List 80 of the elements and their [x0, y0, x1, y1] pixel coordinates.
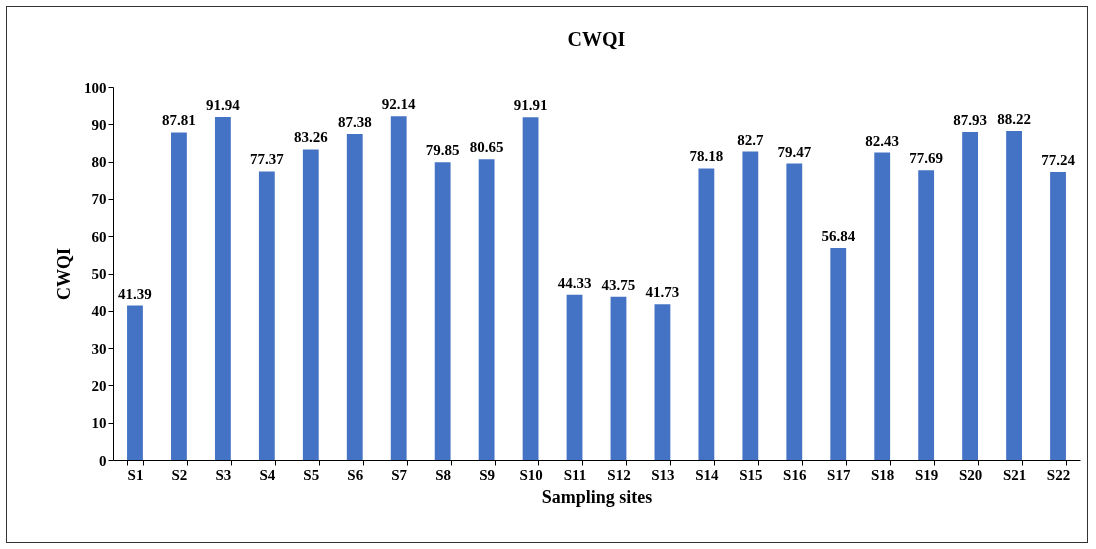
- bar: [962, 132, 979, 460]
- y-tick-label: 80: [91, 154, 107, 171]
- bar: [522, 117, 539, 460]
- data-label: 87.38: [337, 114, 372, 131]
- bar: [654, 304, 671, 460]
- y-tick-label: 10: [91, 415, 107, 432]
- bar: [742, 151, 759, 460]
- bar: [610, 296, 627, 460]
- data-label: 79.47: [777, 143, 812, 160]
- data-label: 41.73: [645, 284, 680, 301]
- data-label: 92.14: [381, 96, 417, 113]
- x-tick-label: S22: [1046, 466, 1071, 483]
- data-label: 83.26: [293, 129, 329, 146]
- data-label: 77.69: [909, 150, 944, 167]
- data-label: 88.22: [997, 110, 1031, 127]
- data-label: 80.65: [469, 139, 504, 156]
- y-tick-label: 0: [99, 452, 107, 469]
- data-label: 82.7: [737, 131, 764, 148]
- x-tick-label: S16: [783, 466, 807, 483]
- chart-title: CWQI: [567, 28, 626, 50]
- bar: [1006, 130, 1022, 460]
- x-tick-label: S7: [391, 466, 408, 483]
- data-label: 77.24: [1041, 151, 1076, 168]
- data-label: 91.94: [206, 97, 241, 114]
- bar: [302, 149, 319, 460]
- x-axis-title: Sampling sites: [541, 486, 653, 507]
- data-label: 87.93: [953, 112, 987, 129]
- data-label: 41.39: [118, 285, 152, 302]
- bar: [786, 163, 803, 460]
- data-label: 77.37: [249, 151, 285, 168]
- x-tick-label: S21: [1002, 466, 1027, 483]
- bar: [171, 132, 187, 460]
- data-label: 56.84: [821, 227, 856, 244]
- bar: [1050, 171, 1066, 460]
- bar: [390, 116, 407, 460]
- y-tick-label: 40: [91, 303, 107, 320]
- x-tick-label: S8: [435, 466, 452, 483]
- data-label: 91.91: [513, 97, 548, 114]
- bar: [478, 159, 495, 460]
- bar: [127, 305, 143, 460]
- bar: [258, 171, 275, 460]
- x-tick-label: S13: [651, 466, 675, 483]
- bar: [830, 247, 847, 460]
- y-axis-title: CWQI: [54, 247, 74, 301]
- bar: [918, 170, 935, 460]
- bar: [874, 152, 891, 460]
- x-tick-label: S6: [347, 466, 364, 483]
- bar: [434, 162, 451, 460]
- bar: [698, 168, 715, 460]
- x-tick-label: S3: [215, 466, 232, 483]
- x-tick-label: S12: [607, 466, 631, 483]
- x-tick-label: S14: [695, 466, 720, 483]
- x-tick-label: S20: [958, 466, 983, 483]
- x-tick-label: S4: [259, 466, 276, 483]
- data-label: 87.81: [162, 112, 196, 129]
- y-tick-label: 100: [84, 79, 107, 96]
- bar: [346, 134, 363, 460]
- x-tick-label: S5: [303, 466, 320, 483]
- y-tick-label: 70: [91, 191, 107, 208]
- y-tick-label: 20: [91, 377, 107, 394]
- x-tick-label: S15: [739, 466, 763, 483]
- x-tick-label: S2: [171, 466, 188, 483]
- data-label: 43.75: [601, 276, 636, 293]
- y-tick-label: 30: [91, 340, 107, 357]
- x-tick-label: S17: [827, 466, 851, 483]
- bar: [566, 294, 583, 460]
- x-tick-label: S11: [563, 466, 587, 483]
- data-label: 79.85: [425, 142, 460, 159]
- x-tick-label: S19: [914, 466, 939, 483]
- y-tick-label: 60: [91, 228, 107, 245]
- data-label: 78.18: [689, 148, 724, 165]
- y-tick-label: 50: [91, 266, 107, 282]
- y-tick-label: 90: [91, 116, 107, 133]
- bar: [214, 117, 231, 460]
- x-tick-label: S9: [479, 466, 496, 483]
- data-label: 82.43: [865, 132, 900, 149]
- data-label: 44.33: [557, 274, 592, 291]
- x-tick-label: S10: [519, 466, 543, 483]
- x-tick-label: S1: [127, 466, 144, 483]
- x-tick-label: S18: [871, 466, 895, 483]
